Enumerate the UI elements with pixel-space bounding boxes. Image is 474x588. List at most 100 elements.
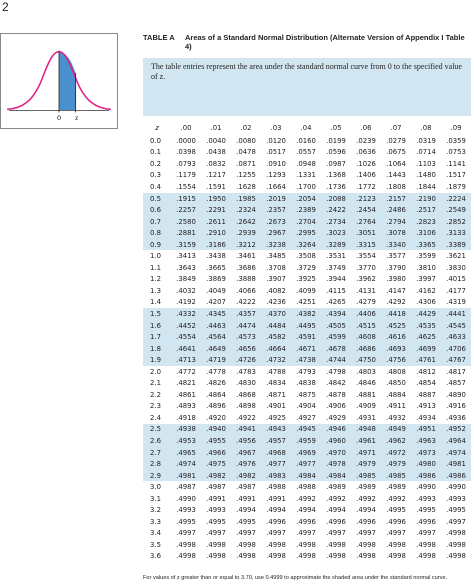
area-value: .4911 bbox=[386, 402, 406, 411]
z-value: 0.0 bbox=[150, 136, 161, 145]
area-value: .2580 bbox=[171, 215, 201, 228]
area-value: .4767 bbox=[441, 354, 471, 366]
area-value: .4793 bbox=[296, 367, 316, 376]
area-value: .4981 bbox=[441, 458, 471, 470]
area-value: .0832 bbox=[206, 159, 226, 168]
area-value: .4066 bbox=[236, 286, 256, 295]
area-value: .4115 bbox=[326, 286, 346, 295]
area-value: .0517 bbox=[266, 148, 286, 157]
area-value: .3708 bbox=[266, 263, 286, 272]
area-value: .4842 bbox=[326, 379, 346, 388]
area-value: .4938 bbox=[171, 423, 201, 436]
area-value: .0160 bbox=[296, 136, 316, 145]
z-value: 1.4 bbox=[150, 298, 161, 307]
area-value: .4992 bbox=[296, 494, 316, 503]
area-value: .4931 bbox=[356, 413, 376, 422]
area-value: .4591 bbox=[291, 331, 321, 343]
area-value: .4994 bbox=[296, 506, 316, 515]
area-value: .3997 bbox=[416, 275, 436, 284]
area-value: .4554 bbox=[171, 331, 201, 343]
z-value: 2.4 bbox=[150, 413, 161, 422]
area-value: .4830 bbox=[236, 379, 256, 388]
z-value: 0.2 bbox=[150, 159, 161, 168]
area-value: .4906 bbox=[326, 402, 346, 411]
table-row: 3.3 .4995 .4995 .4995 .4996 .4996 .4996 .4996 .4… bbox=[143, 516, 471, 528]
table-row: 2.5.4938.4940.4941.4943.4945.4946.4948.4… bbox=[143, 423, 471, 436]
area-value: .4998 bbox=[266, 552, 286, 561]
area-value: .4418 bbox=[381, 308, 411, 320]
table-intro: The table entries represent the area und… bbox=[143, 58, 471, 116]
area-value: .4693 bbox=[381, 342, 411, 355]
area-value: .4998 bbox=[206, 540, 226, 549]
area-value: .1255 bbox=[236, 171, 256, 180]
z-value: 3.0 bbox=[150, 483, 161, 492]
area-value: .4957 bbox=[261, 435, 291, 447]
area-value: .4641 bbox=[171, 342, 201, 355]
area-value: .4871 bbox=[266, 390, 286, 399]
area-value: .4826 bbox=[206, 379, 226, 388]
area-value: .3810 bbox=[416, 263, 436, 272]
column-header: z bbox=[155, 124, 159, 132]
area-value: .4887 bbox=[416, 390, 436, 399]
area-value: .1064 bbox=[386, 159, 406, 168]
z-label: z bbox=[74, 115, 78, 122]
area-value: .4656 bbox=[231, 342, 261, 355]
area-value: .4936 bbox=[446, 413, 466, 422]
area-value: .3729 bbox=[296, 263, 316, 272]
area-value: .4998 bbox=[236, 540, 256, 549]
area-value: .4838 bbox=[296, 379, 316, 388]
area-value: .1664 bbox=[266, 182, 286, 191]
area-value: .4984 bbox=[321, 469, 351, 482]
area-value: .4713 bbox=[171, 354, 201, 366]
area-value: .4974 bbox=[171, 458, 201, 470]
area-value: .1480 bbox=[416, 171, 436, 180]
area-value: .1772 bbox=[356, 182, 376, 191]
area-value: .2881 bbox=[171, 227, 201, 239]
area-value: .3869 bbox=[206, 275, 226, 284]
area-value: .4973 bbox=[411, 446, 441, 459]
area-value: .4162 bbox=[416, 286, 436, 295]
area-value: .4406 bbox=[351, 308, 381, 320]
area-value: .3621 bbox=[446, 252, 466, 261]
area-value: .2054 bbox=[291, 192, 321, 205]
area-value: .2734 bbox=[321, 215, 351, 228]
column-header: .00 bbox=[180, 124, 192, 132]
area-value: .4995 bbox=[176, 517, 196, 526]
z-value: 2.0 bbox=[150, 367, 161, 376]
column-header: .04 bbox=[300, 124, 312, 132]
area-value: .4991 bbox=[266, 494, 286, 503]
area-value: .4995 bbox=[236, 517, 256, 526]
area-value: .4997 bbox=[296, 529, 316, 538]
table-row: 1.6.4452.4463.4474.4484.4495.4505.4515.4… bbox=[143, 319, 471, 332]
area-value: .2257 bbox=[171, 204, 201, 216]
area-value: .3238 bbox=[261, 238, 291, 251]
area-value: .4985 bbox=[381, 469, 411, 482]
area-value: .4916 bbox=[446, 402, 466, 411]
area-value: .3790 bbox=[386, 263, 406, 272]
area-value: .0438 bbox=[206, 148, 226, 157]
area-value: .0753 bbox=[446, 148, 466, 157]
area-value: .4946 bbox=[321, 423, 351, 436]
area-value: .4970 bbox=[321, 446, 351, 459]
area-value: .4582 bbox=[261, 331, 291, 343]
area-value: .4993 bbox=[176, 506, 196, 515]
area-value: .4984 bbox=[291, 469, 321, 482]
area-value: .1808 bbox=[386, 182, 406, 191]
area-value: .4979 bbox=[381, 458, 411, 470]
area-value: .4982 bbox=[201, 469, 231, 482]
area-value: .3830 bbox=[446, 263, 466, 272]
area-value: .4977 bbox=[291, 458, 321, 470]
table-row: 2.3 .4893 .4896 .4898 .4901 .4904 .4906 .4909 .4… bbox=[143, 401, 471, 413]
area-value: .4452 bbox=[171, 319, 201, 332]
area-value: .4961 bbox=[351, 435, 381, 447]
page-number: 2 bbox=[2, 0, 9, 14]
area-value: .4821 bbox=[176, 379, 196, 388]
area-value: .1293 bbox=[266, 171, 286, 180]
z-value: 2.2 bbox=[150, 390, 161, 399]
area-value: .4474 bbox=[231, 319, 261, 332]
z-table: z .00 .01 .02 .03 .04 .05 .06 .07 .08 .09 0.0 .0000… bbox=[143, 121, 471, 562]
area-value: .2549 bbox=[441, 204, 471, 216]
table-row: 1.7.4554.4564.4573.4582.4591.4599.4608.4… bbox=[143, 331, 471, 343]
table-row: 2.1 .4821 .4826 .4830 .4834 .4838 .4842 .4846 .4… bbox=[143, 377, 471, 389]
